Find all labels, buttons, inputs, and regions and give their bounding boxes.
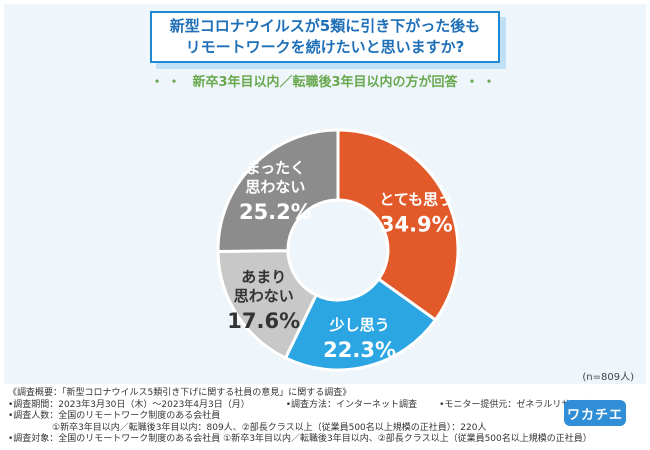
title-line-2: リモートワークを続けたいと思いますか?	[185, 38, 465, 56]
notes-provider: •モニター提供元：ゼネラルリサーチ	[439, 399, 589, 410]
notes-heading: 《調査概要：「新型コロナウイルス5類引き下げに関する社員の意見」に関する調査》	[8, 388, 352, 398]
slice-4	[216, 128, 340, 254]
slice-2	[283, 277, 438, 372]
slice-2-value: 22.3%	[323, 338, 396, 362]
slice-4-label-line-1: まったく	[246, 159, 305, 177]
survey-notes: 《調査概要：「新型コロナウイルス5類引き下げに関する社員の意見」に関する調査》 …	[8, 388, 592, 446]
notes-count-detail: ①新卒3年目以内／転職後3年目以内：809人、②部長クラス以上（従業員500名以…	[52, 422, 487, 433]
notes-target: •調査対象：全国のリモートワーク制度のある会社員 ①新卒3年目以内／転職後3年目…	[8, 434, 592, 444]
wakachie-logo: ワカチエ	[564, 400, 626, 426]
sample-size-label: (n=809人)	[582, 372, 634, 383]
slice-4-label-line-2: 思わない	[245, 178, 305, 196]
title-line-1: 新型コロナウイルスが5類に引き下がった後も	[169, 17, 481, 35]
slice-3-label-line-1: あまり	[241, 268, 286, 286]
slice-3-value: 17.6%	[227, 309, 300, 333]
slice-3-label-line-2: 思わない	[234, 287, 294, 305]
slice-1-value: 34.9%	[380, 212, 453, 236]
notes-count: •調査人数：全国のリモートワーク制度のある会社員	[8, 411, 221, 421]
subtitle-text: 新卒3年目以内／転職後3年目以内の方が回答	[192, 75, 458, 90]
subtitle: ・・ 新卒3年目以内／転職後3年目以内の方が回答 ・・	[0, 71, 650, 90]
notes-period: •調査期間：2023年3月30日（木）〜2023年4月3日（月）	[8, 399, 250, 410]
subtitle-dots-left: ・・	[150, 75, 185, 90]
subtitle-dots-right: ・・	[465, 75, 500, 90]
title-box: 新型コロナウイルスが5類に引き下がった後も リモートワークを続けたいと思いますか…	[150, 11, 500, 63]
slice-1-label-line-1: とても思う	[379, 190, 453, 208]
slice-2-label-line-1: 少し思う	[329, 316, 390, 334]
slice-3	[216, 249, 319, 360]
slice-4-value: 25.2%	[239, 200, 312, 224]
notes-period-row: •調査期間：2023年3月30日（木）〜2023年4月3日（月） •調査方法：イン…	[8, 399, 588, 412]
slice-1	[336, 128, 460, 323]
notes-method: •調査方法：インターネット調査	[285, 399, 418, 410]
